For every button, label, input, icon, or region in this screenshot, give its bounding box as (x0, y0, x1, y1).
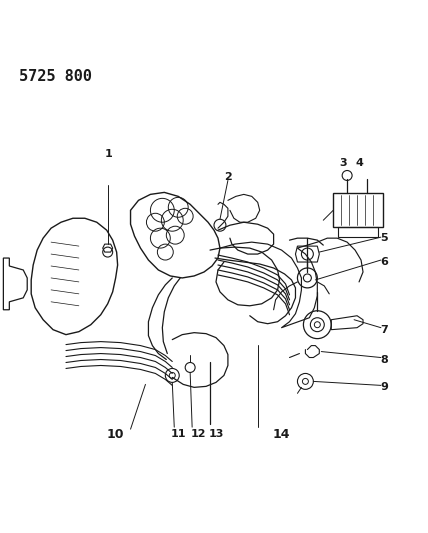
Text: 6: 6 (380, 257, 388, 267)
Text: 13: 13 (208, 429, 224, 439)
Text: 14: 14 (273, 427, 290, 441)
Text: 10: 10 (107, 427, 125, 441)
Text: 4: 4 (355, 158, 363, 167)
Text: 9: 9 (380, 382, 388, 392)
Text: 3: 3 (339, 158, 347, 167)
Text: 5: 5 (380, 233, 388, 243)
Text: 2: 2 (224, 173, 232, 182)
Text: 7: 7 (380, 325, 388, 335)
Text: 12: 12 (190, 429, 206, 439)
Text: 11: 11 (170, 429, 186, 439)
Text: 1: 1 (105, 149, 113, 159)
Text: 5725 800: 5725 800 (19, 69, 92, 84)
Text: 8: 8 (380, 354, 388, 365)
